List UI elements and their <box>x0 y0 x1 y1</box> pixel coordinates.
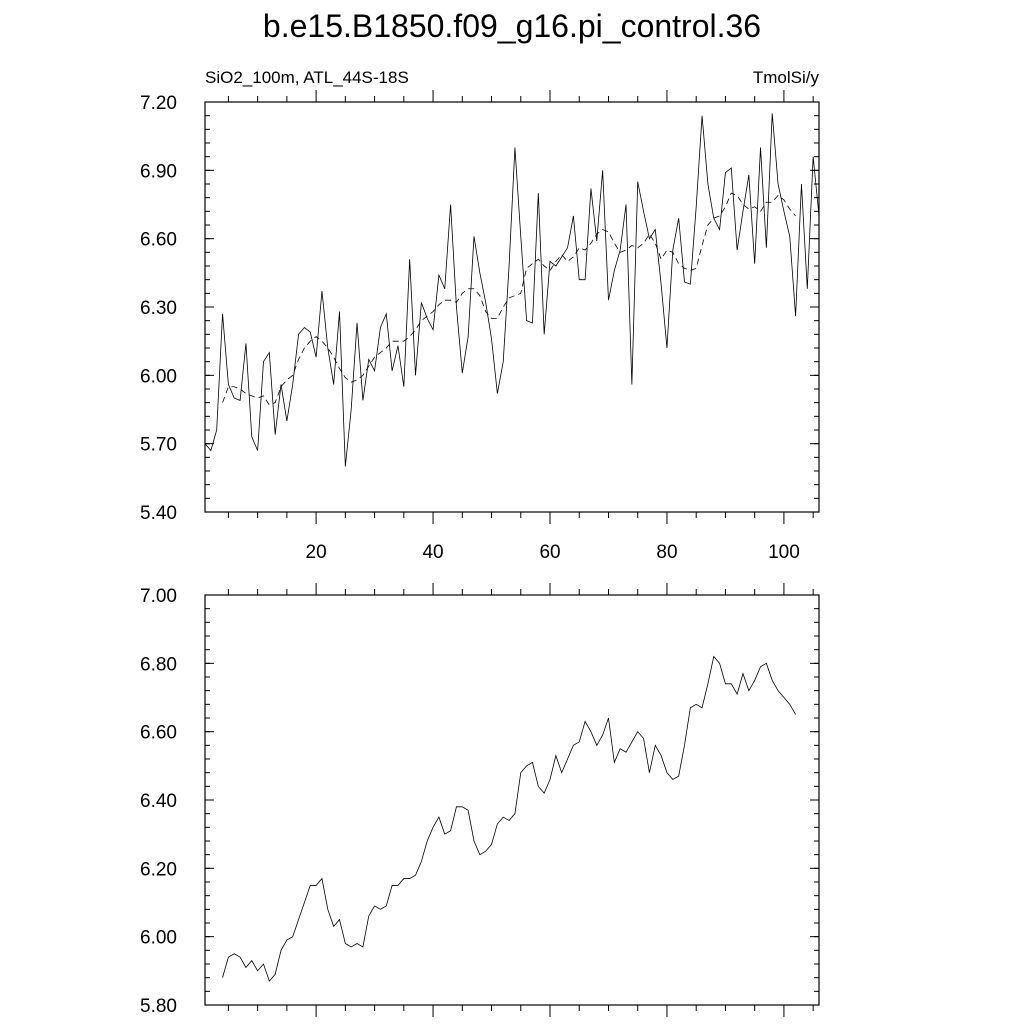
panel-bottom: 5.80 6.00 6.20 6.40 6.60 6.80 7.00 <box>140 583 820 1017</box>
bottom-plot-frame <box>204 594 820 1006</box>
bottom-y-tick-label: 6.80 <box>140 654 177 675</box>
bottom-series-group <box>222 655 796 982</box>
top-x-tick-label: 40 <box>422 542 443 563</box>
top-y-tick-label: 5.70 <box>140 435 177 456</box>
top-y-tick-label: 6.00 <box>140 366 177 387</box>
bottom-y-tick-label: 6.40 <box>140 791 177 812</box>
top-subtitle-left: SiO2_100m, ATL_44S-18S <box>205 68 409 87</box>
panel-top: SiO2_100m, ATL_44S-18S TmolSi/y 5.40 5.70… <box>140 68 820 563</box>
top-x-tick-label: 20 <box>306 542 327 563</box>
bottom-series-solid <box>222 655 796 982</box>
bottom-y-tick-label: 6.60 <box>140 723 177 744</box>
top-y-tick-label: 6.90 <box>140 161 177 182</box>
top-plot-frame <box>204 101 820 513</box>
top-series-solid <box>204 113 820 467</box>
bottom-y-tick-label: 7.00 <box>140 586 177 607</box>
top-y-tick-label: 5.40 <box>140 503 177 524</box>
top-y-tick-label: 6.30 <box>140 298 177 319</box>
top-x-tick-label: 80 <box>656 542 677 563</box>
top-x-tick-label: 100 <box>768 542 800 563</box>
bottom-y-tick-label: 6.00 <box>140 928 177 949</box>
top-series-group <box>204 113 820 467</box>
chart-title: b.e15.B1850.f09_g16.pi_control.36 <box>263 8 761 44</box>
top-y-tick-label: 7.20 <box>140 93 177 114</box>
top-subtitle-right: TmolSi/y <box>753 68 820 87</box>
bottom-y-tick-label: 6.20 <box>140 859 177 880</box>
top-x-tick-label: 60 <box>539 542 560 563</box>
top-y-tick-label: 6.60 <box>140 230 177 251</box>
bottom-y-tick-label: 5.80 <box>140 996 177 1017</box>
top-axes: 5.40 5.70 6.00 6.30 6.60 6.90 7.20 20 40 60 80 100 <box>140 90 819 563</box>
bottom-axes: 5.80 6.00 6.20 6.40 6.60 6.80 7.00 <box>140 583 819 1017</box>
top-series-dashed <box>222 192 796 406</box>
